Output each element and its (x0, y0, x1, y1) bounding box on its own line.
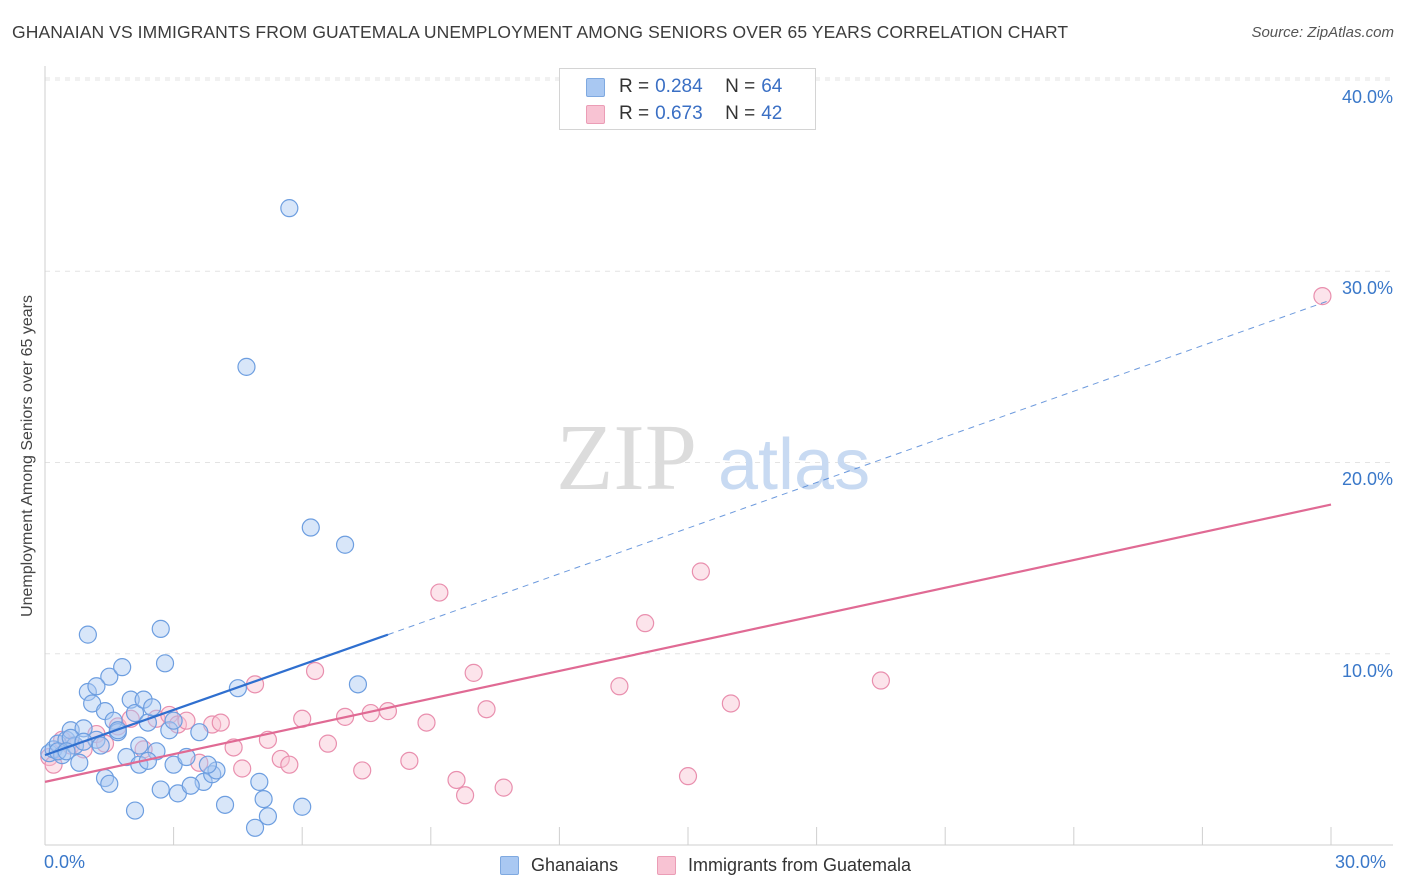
guatemala-point (211, 713, 230, 732)
ghanaian-point (91, 736, 110, 755)
legend-n-label: N = (725, 103, 756, 124)
guatemala-point (871, 671, 891, 690)
correlation-legend: R = 0.284 N = 64 R = 0.673 N = 42 (559, 68, 816, 130)
ghanaian-point (104, 711, 123, 730)
guatemala-point (305, 661, 325, 681)
ghanaian-point (151, 780, 170, 799)
series-label-ghanaians: Ghanaians (531, 854, 619, 875)
ghanaian-point (164, 711, 183, 730)
guatemala-point (477, 700, 496, 719)
ghanaian-trend-extension (387, 299, 1332, 636)
ghanaian-point (301, 518, 320, 537)
guatemala-point (691, 562, 710, 581)
ghanaian-point (74, 719, 93, 738)
ghanaian-point (335, 535, 355, 554)
guatemala-point (1313, 287, 1332, 306)
legend-swatch-blue (500, 855, 519, 875)
guatemala-trend-line (44, 503, 1332, 783)
ghanaian-point (181, 776, 200, 795)
ghanaian-point (143, 698, 162, 717)
guatemala-point (280, 755, 299, 774)
ghanaian-point (155, 654, 175, 673)
source-label: Source: ZipAtlas.com (1251, 24, 1394, 41)
ghanaian-point (250, 772, 269, 791)
guatemala-point (318, 734, 338, 753)
y-tick-label-40: 40.0% (1341, 87, 1393, 107)
guatemala-point (678, 767, 698, 786)
ghanaian-point (293, 797, 312, 816)
ghanaian-point (348, 675, 368, 694)
ghanaian-point (100, 774, 119, 793)
guatemala-point (430, 583, 449, 602)
guatemala-point (447, 770, 466, 790)
legend-swatch-blue (586, 77, 605, 97)
ghanaian-point (100, 667, 119, 686)
ghanaian-point (254, 789, 273, 809)
chart-title: GHANAIAN VS IMMIGRANTS FROM GUATEMALA UN… (12, 22, 1069, 42)
legend-r-label: R = (619, 76, 650, 97)
x-tick-label-30: 30.0% (1335, 852, 1387, 872)
y-tick-label-30: 30.0% (1341, 278, 1393, 298)
guatemala-point (464, 663, 483, 682)
guatemala-point (378, 702, 398, 721)
ghanaian-point (151, 619, 170, 638)
watermark-atlas: atlas (718, 425, 870, 505)
y-tick-label-10: 10.0% (1341, 661, 1393, 681)
y-tick-label-20: 20.0% (1341, 469, 1393, 489)
series-legend-guatemala: Immigrants from Guatemala (657, 852, 911, 878)
guatemala-point (400, 751, 419, 770)
guatemala-points (40, 287, 1332, 805)
ghanaian-point (237, 357, 256, 376)
guatemala-point (455, 786, 475, 805)
guatemala-point (610, 677, 629, 696)
legend-n-value: 64 (761, 76, 783, 97)
legend-r-label: R = (619, 103, 650, 124)
ghanaian-point (113, 658, 132, 677)
ghanaian-point (245, 818, 265, 837)
trend-lines (44, 299, 1332, 783)
ghanaian-point (125, 801, 145, 820)
series-legend-ghanaians: Ghanaians (500, 852, 618, 878)
legend-row-ghanaians: R = 0.284 N = 64 (586, 74, 782, 100)
y-axis-label: Unemployment Among Seniors over 65 years (19, 295, 36, 617)
ghanaian-point (215, 795, 235, 814)
legend-r-value: 0.673 (655, 103, 703, 124)
legend-row-guatemala: R = 0.673 N = 42 (586, 101, 782, 127)
x-tick-label-0: 0.0% (44, 852, 86, 872)
ghanaian-point (198, 755, 217, 774)
guatemala-point (494, 778, 513, 797)
ghanaian-point (190, 723, 209, 742)
watermark-zip: ZIP (556, 406, 697, 510)
guatemala-point (721, 694, 740, 713)
ghanaian-point (70, 753, 89, 772)
ghanaian-point (258, 807, 278, 826)
guatemala-point (233, 759, 252, 778)
ghanaian-point (121, 690, 140, 709)
ghanaian-trend-line (44, 633, 389, 757)
ghanaian-point (125, 703, 145, 723)
legend-n-label: N = (725, 76, 756, 97)
ghanaian-point (87, 677, 106, 696)
ghanaian-points (40, 199, 368, 837)
ghanaian-point (280, 199, 299, 218)
guatemala-point (417, 713, 436, 732)
guatemala-point (636, 614, 655, 633)
legend-swatch-pink (586, 104, 605, 124)
guatemala-point (353, 761, 372, 780)
ghanaian-point (78, 625, 97, 644)
legend-swatch-pink (657, 855, 676, 875)
legend-n-value: 42 (761, 103, 783, 124)
series-label-guatemala: Immigrants from Guatemala (688, 854, 912, 875)
watermark: ZIP atlas (556, 406, 870, 510)
axes (44, 66, 1393, 846)
ghanaian-point (130, 736, 149, 755)
ghanaian-point (160, 721, 179, 740)
legend-r-value: 0.284 (655, 76, 703, 97)
guatemala-point (177, 711, 196, 730)
